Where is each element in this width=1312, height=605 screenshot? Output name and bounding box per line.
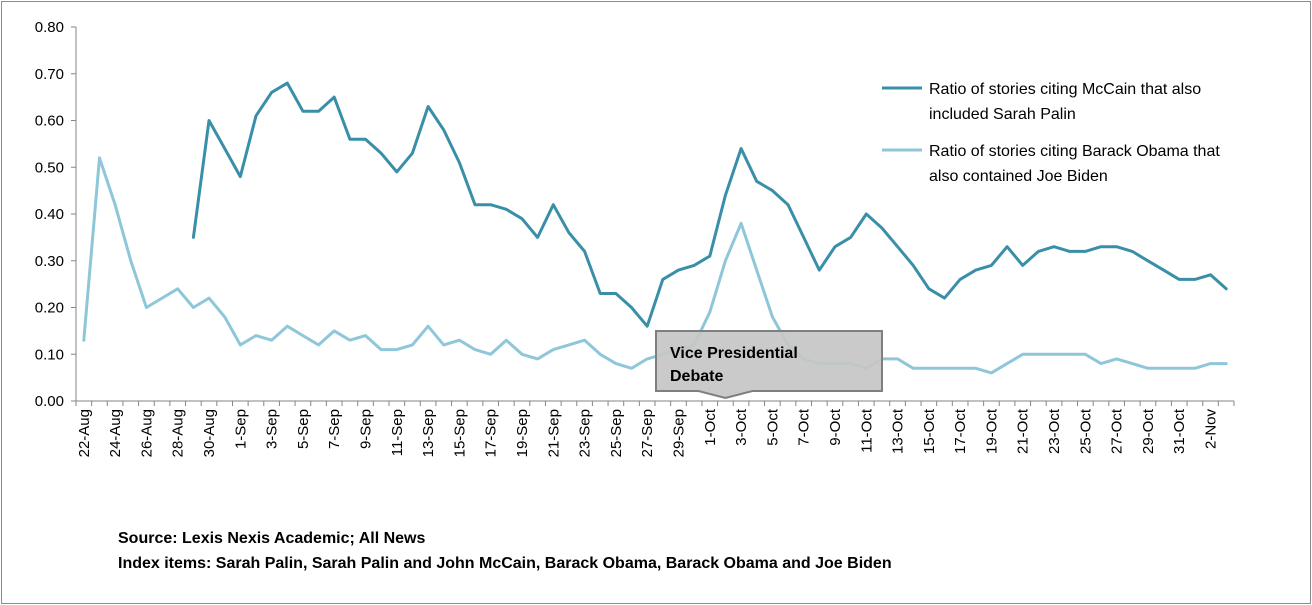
y-tick-label: 0.80: [35, 19, 64, 36]
x-tick-label: 7-Sep: [326, 409, 343, 449]
x-tick-label: 3-Oct: [733, 408, 750, 446]
index-items-note: Index items: Sarah Palin, Sarah Palin an…: [118, 555, 892, 572]
legend-label: also contained Joe Biden: [929, 168, 1108, 185]
callout-box: [655, 330, 883, 400]
series-lines: [82, 81, 1228, 375]
x-tick-label: 11-Oct: [858, 408, 875, 453]
x-tick-label: 25-Sep: [608, 409, 625, 457]
x-tick-label: 21-Oct: [1015, 408, 1032, 454]
x-tick-label: 25-Oct: [1077, 408, 1094, 454]
legend: Ratio of stories citing McCain that also…: [882, 81, 1220, 185]
legend-label: Ratio of stories citing Barack Obama tha…: [929, 143, 1220, 160]
legend-label: Ratio of stories citing McCain that also: [929, 81, 1201, 98]
x-tick-label: 30-Aug: [201, 409, 218, 457]
x-tick-label: 27-Oct: [1109, 408, 1126, 454]
x-tick-label: 2-Nov: [1203, 409, 1220, 450]
x-tick-label: 3-Sep: [264, 409, 281, 449]
x-tick-label: 28-Aug: [170, 409, 187, 457]
y-tick-label: 0.30: [35, 253, 64, 270]
series-line-mccain-palin: [191, 81, 1228, 328]
x-tick-label: 9-Oct: [827, 408, 844, 446]
x-tick-label: 22-Aug: [76, 409, 93, 457]
x-tick-label: 29-Sep: [670, 409, 687, 457]
y-tick-label: 0.10: [35, 346, 64, 363]
x-axis-ticks: 22-Aug 24-Aug 26-Aug 28-Aug 30-Aug 1-Sep 3-Sep…: [75, 401, 1235, 457]
callout-label: Debate: [670, 368, 723, 385]
y-tick-label: 0.00: [35, 393, 64, 410]
x-tick-label: 13-Sep: [420, 409, 437, 457]
source-note: Source: Lexis Nexis Academic; All News: [118, 530, 426, 547]
x-tick-label: 31-Oct: [1171, 408, 1188, 454]
y-tick-label: 0.20: [35, 300, 64, 317]
x-tick-label: 15-Oct: [921, 408, 938, 454]
x-tick-label: 1-Sep: [232, 409, 249, 449]
y-tick-label: 0.50: [35, 159, 64, 176]
x-tick-label: 23-Oct: [1046, 408, 1063, 454]
y-tick-label: 0.60: [35, 113, 64, 130]
legend-label: included Sarah Palin: [929, 106, 1076, 123]
x-tick-label: 29-Oct: [1140, 408, 1157, 454]
x-tick-label: 9-Sep: [358, 409, 375, 449]
x-tick-label: 23-Sep: [577, 409, 594, 457]
x-tick-label: 17-Sep: [483, 409, 500, 457]
x-tick-label: 19-Sep: [514, 409, 531, 457]
y-tick-label: 0.70: [35, 66, 64, 83]
x-tick-label: 26-Aug: [138, 409, 155, 457]
x-tick-label: 11-Sep: [389, 409, 406, 456]
x-tick-label: 17-Oct: [952, 408, 969, 454]
x-tick-label: 15-Sep: [451, 409, 468, 457]
x-tick-label: 1-Oct: [702, 408, 719, 446]
x-tick-label: 27-Sep: [639, 409, 656, 457]
x-tick-label: 7-Oct: [796, 408, 813, 446]
callout-label: Vice Presidential: [670, 345, 798, 362]
y-tick-label: 0.40: [35, 206, 64, 223]
x-tick-label: 19-Oct: [983, 408, 1000, 454]
x-tick-label: 21-Sep: [545, 409, 562, 457]
x-tick-label: 13-Oct: [890, 408, 907, 454]
x-tick-label: 5-Sep: [295, 409, 312, 449]
x-tick-label: 5-Oct: [764, 408, 781, 446]
series-line-obama-biden: [82, 156, 1228, 375]
x-tick-label: 24-Aug: [107, 409, 124, 457]
y-axis-ticks: 0.00 0.10 0.20 0.30 0.40 0.50 0.60 0.70 0.80: [35, 19, 76, 410]
debate-callout: Vice Presidential Debate: [655, 330, 883, 400]
